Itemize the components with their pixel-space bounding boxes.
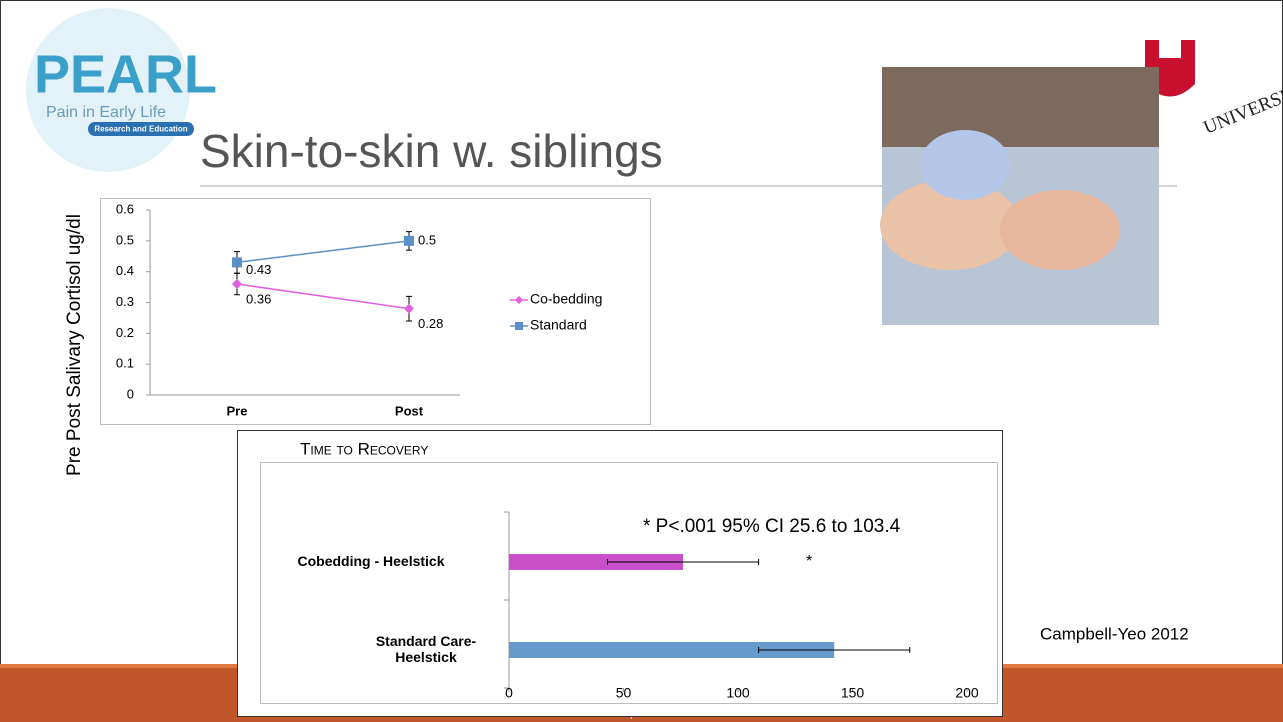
data-label: 0.5	[418, 232, 436, 247]
y-tick-label: Standard Care-Heelstick	[375, 633, 477, 665]
x-tick-label: 150	[841, 685, 865, 701]
slide-title: Skin-to-skin w. siblings	[200, 125, 663, 177]
series-line	[236, 283, 410, 310]
bar	[509, 642, 835, 658]
x-tick-label: 0	[505, 685, 513, 701]
marker	[404, 303, 414, 314]
annotation: * P<.001 95% CI 25.6 to 103.4	[643, 516, 901, 537]
y-tick-label: 0.2	[116, 325, 134, 340]
citation: Campbell-Yeo 2012	[1040, 624, 1189, 643]
error-bar	[758, 647, 911, 653]
line-chart-frame	[100, 198, 651, 425]
legend-label: Co-bedding	[530, 291, 602, 307]
legend-marker	[515, 296, 523, 304]
photo	[880, 67, 1159, 325]
error-bar	[606, 559, 760, 565]
logo-name: PEARL	[34, 44, 217, 104]
logo-pill	[88, 122, 194, 136]
bar-chart-title: Time to Recovery	[300, 439, 428, 458]
x-tick-label: 200	[955, 685, 979, 701]
logo-tagline: Pain in Early Life	[46, 104, 166, 121]
photo-top	[882, 67, 1159, 147]
x-tick-label: Post	[395, 403, 424, 418]
annotation: *	[806, 553, 812, 570]
y-tick-label: 0	[127, 386, 134, 401]
y-tick-label: Cobedding - Heelstick	[297, 553, 445, 569]
bar	[509, 554, 684, 570]
legend-label: Standard	[530, 317, 587, 333]
photo-infant	[1000, 190, 1120, 270]
series-line	[236, 240, 410, 264]
y-tick-label: 0.3	[116, 294, 134, 309]
data-label: 0.43	[246, 262, 271, 277]
y-tick-label: 0.5	[116, 232, 134, 247]
photo-hat	[920, 130, 1010, 200]
y-tick-label: 0.4	[116, 263, 134, 278]
y-tick-label: 0.6	[116, 201, 134, 216]
x-tick-label: 100	[726, 685, 750, 701]
bar-plot-frame	[260, 462, 998, 704]
photo-infant	[880, 180, 1020, 270]
data-label: 0.28	[418, 316, 443, 331]
data-label: 0.36	[246, 291, 271, 306]
legend-marker	[515, 322, 523, 330]
x-tick-label: 50	[616, 685, 632, 701]
marker	[232, 279, 242, 289]
y-tick-label: 0.1	[116, 356, 134, 371]
y-axis-label: Pre Post Salivary Cortisol ug/dl	[64, 214, 85, 476]
marker	[404, 235, 414, 246]
marker	[232, 257, 242, 268]
university-name: UNIVERSITY	[1201, 76, 1283, 138]
logo-subtag: Research and Education	[94, 125, 187, 134]
x-tick-label: Pre	[227, 403, 248, 418]
